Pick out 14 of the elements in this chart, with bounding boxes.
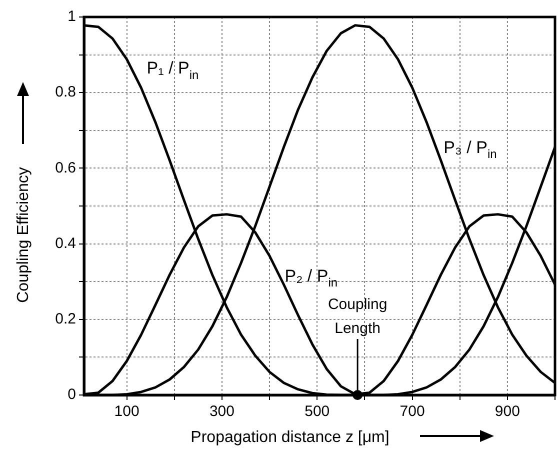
y-tick-label: 0 [68, 386, 76, 404]
x-tick-label: 700 [400, 403, 425, 420]
x-axis-title: Propagation distance z [μm] [190, 429, 390, 446]
y-tick-label: 1 [68, 8, 76, 26]
x-tick-label: 500 [304, 403, 330, 420]
annotation: Coupling Length [328, 296, 388, 337]
y-tick-label: 0.4 [55, 234, 76, 252]
y-tick-label: 0.8 [55, 84, 76, 101]
y-tick-label: 0.2 [55, 310, 76, 328]
x-tick-label: 900 [494, 403, 520, 420]
y-tick-label: 0.6 [55, 159, 76, 176]
x-tick-label: 300 [209, 403, 234, 420]
x-tick-label: 100 [114, 403, 140, 420]
y-axis-title: Coupling Efficiency [15, 167, 32, 303]
